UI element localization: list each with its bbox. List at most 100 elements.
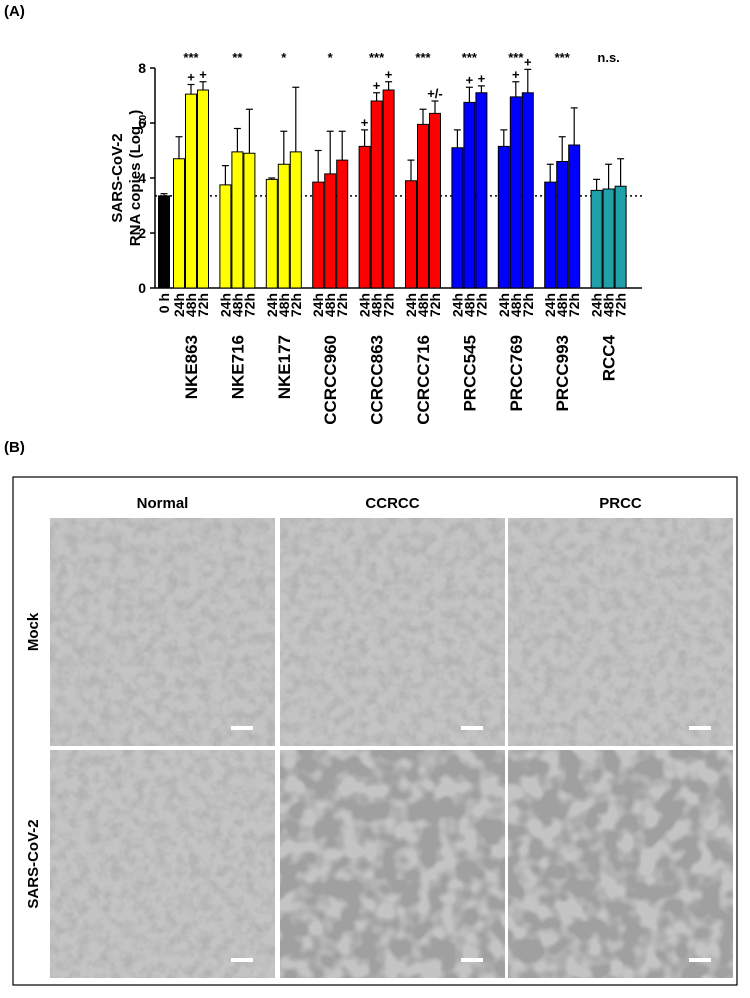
label-part: ) — [127, 110, 144, 115]
panel-label: (A) — [4, 3, 25, 20]
x-tick-label: 72h — [427, 293, 443, 317]
micrograph-texture — [50, 518, 275, 746]
error-bar — [570, 107, 578, 145]
bar — [429, 112, 441, 289]
error-bar — [465, 86, 473, 103]
bar — [185, 93, 197, 289]
x-tick-label: 24h — [403, 293, 419, 317]
bar — [289, 151, 302, 289]
error-bar — [431, 100, 439, 114]
panel-label: (B) — [4, 439, 25, 456]
x-tick-label: 72h — [613, 293, 629, 317]
bar — [417, 123, 429, 289]
error-bar — [187, 83, 195, 95]
x-tick-label: 48h — [461, 293, 477, 317]
group-label: NKE177 — [275, 335, 294, 399]
x-tick-label: 72h — [566, 293, 582, 317]
bar — [277, 163, 290, 289]
error-bar — [524, 68, 532, 93]
x-tick-label: 72h — [334, 293, 350, 317]
error-bar — [175, 136, 183, 159]
y-tick-label: 4 — [138, 170, 146, 186]
group-label: CCRCC716 — [414, 335, 433, 425]
bar — [544, 181, 557, 289]
group-label: NKE716 — [228, 335, 247, 399]
bar — [173, 158, 185, 289]
x-tick-label: 48h — [276, 293, 292, 317]
scale-bar — [461, 726, 483, 730]
x-tick-label: 72h — [241, 293, 257, 317]
x-tick-label: 48h — [183, 293, 199, 317]
bar — [521, 92, 534, 289]
x-tick-label: 72h — [520, 293, 536, 317]
significance-label: n.s. — [597, 50, 619, 65]
significance-label: *** — [415, 50, 431, 65]
marker-label: + — [478, 71, 486, 86]
error-bar — [453, 129, 461, 148]
micrograph-grid: Normal CCRCC PRCC Mock SARS-CoV-2 — [25, 495, 733, 978]
marker-label: + — [385, 67, 393, 82]
x-tick-label: 0 h — [156, 293, 172, 313]
error-bar — [558, 136, 566, 162]
error-bar — [385, 81, 393, 90]
bar — [405, 180, 417, 289]
error-bar — [477, 85, 485, 93]
x-tick-label: 48h — [229, 293, 245, 317]
x-tick-label: 24h — [357, 293, 373, 317]
marker-label: + — [373, 78, 381, 93]
significance-label: ** — [232, 50, 243, 65]
y-tick-label: 8 — [138, 60, 146, 76]
x-tick-label: 72h — [195, 293, 211, 317]
x-tick-label: 72h — [473, 293, 489, 317]
bar — [509, 96, 522, 289]
error-bar — [280, 130, 288, 165]
error-bar — [407, 159, 415, 181]
label-part: 10 — [138, 114, 149, 126]
group-label: NKE863 — [182, 335, 201, 399]
error-bar — [338, 130, 346, 161]
bar — [158, 195, 170, 289]
marker-label: + — [199, 67, 207, 82]
significance-label: *** — [462, 50, 478, 65]
group-label: RCC4 — [600, 334, 619, 381]
bar — [451, 147, 464, 289]
error-bar — [617, 158, 625, 187]
y-tick-label: 2 — [138, 225, 146, 241]
x-tick-label: 24h — [264, 293, 280, 317]
y-tick-label: 0 — [138, 280, 146, 296]
bar — [358, 145, 371, 289]
error-bar — [326, 130, 334, 174]
x-tick-label: 48h — [369, 293, 385, 317]
bar — [602, 188, 615, 289]
row-header: SARS-CoV-2 — [25, 819, 42, 908]
bar — [370, 100, 383, 289]
x-tick-label: 72h — [288, 293, 304, 317]
group-label: CCRCC863 — [368, 335, 387, 425]
group-label: PRCC545 — [460, 335, 479, 412]
significance-label: *** — [183, 50, 199, 65]
bar — [219, 184, 232, 289]
error-bar — [605, 163, 613, 189]
error-bar — [221, 165, 229, 185]
x-tick-label: 48h — [554, 293, 570, 317]
bar — [590, 189, 603, 289]
column-header: Normal — [137, 495, 189, 512]
bar — [475, 92, 488, 289]
bar — [324, 173, 337, 289]
bar — [312, 181, 325, 289]
significance-label: *** — [508, 50, 524, 65]
significance-label: * — [281, 50, 287, 65]
bar — [243, 152, 256, 289]
bar — [231, 151, 244, 289]
group-label: PRCC769 — [507, 335, 526, 412]
error-bar — [500, 129, 508, 147]
y-tick-label: 6 — [138, 115, 146, 131]
micrograph-texture — [508, 518, 733, 746]
marker-label: + — [512, 67, 520, 82]
marker-label: + — [187, 70, 195, 85]
significance-label: *** — [369, 50, 385, 65]
marker-label: +/- — [427, 86, 443, 101]
row-header: Mock — [25, 612, 42, 651]
